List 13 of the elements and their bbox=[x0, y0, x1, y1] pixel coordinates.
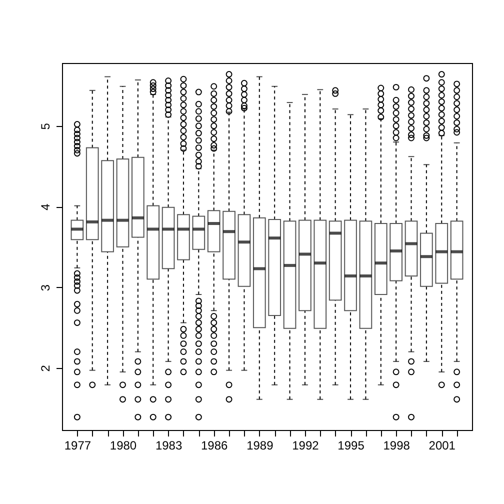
x-tick-label: 1995 bbox=[338, 438, 365, 452]
y-tick-label: 2 bbox=[38, 364, 52, 372]
y-tick-label: 3 bbox=[38, 284, 52, 292]
y-tick-label: 5 bbox=[38, 122, 52, 130]
x-tick-label: 2001 bbox=[428, 438, 456, 452]
x-tick-label: 1983 bbox=[155, 438, 182, 452]
x-tick-label: 1980 bbox=[110, 438, 137, 452]
x-tick-label: 1989 bbox=[246, 438, 274, 452]
y-tick-label: 4 bbox=[38, 203, 52, 210]
x-tick-label: 1977 bbox=[64, 438, 92, 452]
x-tick-label: 1992 bbox=[292, 438, 320, 452]
x-tick-label: 1998 bbox=[383, 438, 410, 452]
x-tick-label: 1986 bbox=[201, 438, 228, 452]
